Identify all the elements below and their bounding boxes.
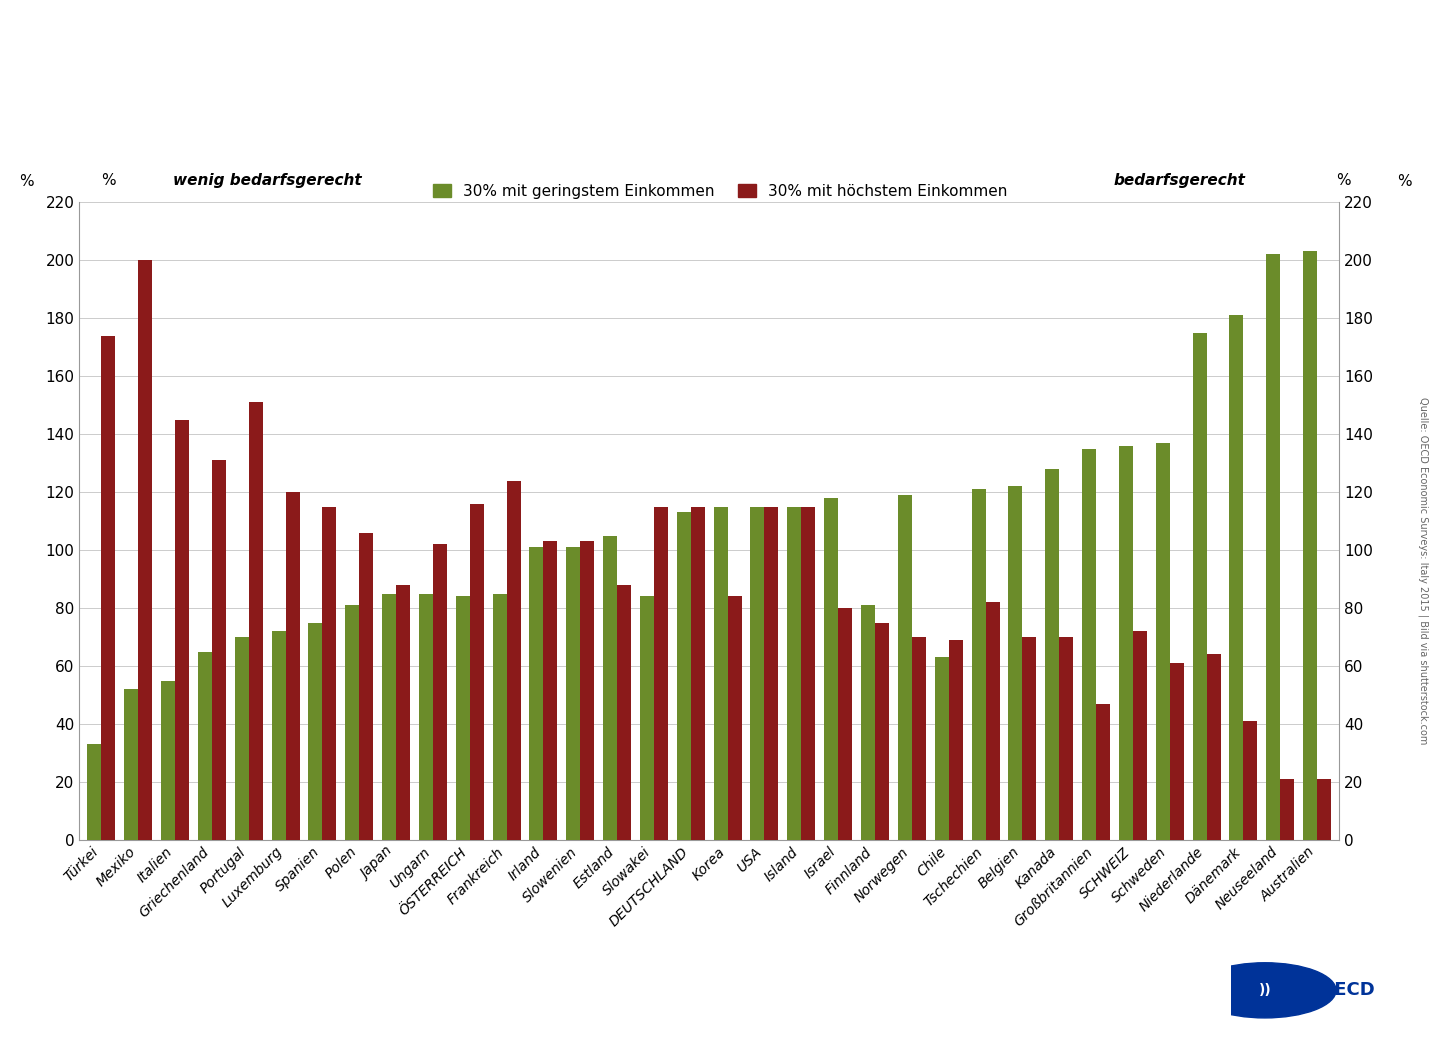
Bar xyxy=(727,596,742,840)
Bar xyxy=(1303,252,1318,840)
Bar xyxy=(912,637,926,840)
Bar xyxy=(272,632,285,840)
Text: wenig bedarfsgerecht: wenig bedarfsgerecht xyxy=(173,173,361,188)
Bar xyxy=(176,420,189,840)
Legend: 30% mit geringstem Einkommen, 30% mit höchstem Einkommen: 30% mit geringstem Einkommen, 30% mit hö… xyxy=(426,177,1014,205)
Bar xyxy=(507,480,521,840)
Bar xyxy=(639,596,654,840)
Bar xyxy=(654,507,668,840)
Bar xyxy=(455,596,469,840)
Bar xyxy=(691,507,704,840)
Bar xyxy=(801,507,815,840)
Bar xyxy=(346,606,359,840)
Bar xyxy=(469,504,484,840)
Bar xyxy=(359,533,373,840)
Bar xyxy=(876,622,888,840)
Bar xyxy=(1008,486,1022,840)
Bar xyxy=(714,507,727,840)
Text: Sozialleistungen: Sozialleistungen xyxy=(98,32,539,77)
Text: %: % xyxy=(19,174,33,190)
Bar xyxy=(861,606,876,840)
Bar xyxy=(419,593,433,840)
Bar xyxy=(603,535,618,840)
Bar xyxy=(1266,254,1280,840)
Bar xyxy=(323,507,337,840)
Bar xyxy=(433,544,446,840)
Bar xyxy=(396,585,410,840)
Bar xyxy=(1045,469,1060,840)
Text: )): )) xyxy=(1259,983,1272,998)
Bar xyxy=(618,585,631,840)
Bar xyxy=(1318,779,1331,840)
Bar xyxy=(677,512,691,840)
Bar xyxy=(1081,449,1096,840)
Bar xyxy=(235,637,249,840)
Circle shape xyxy=(1194,962,1336,1018)
Bar xyxy=(935,657,949,840)
Bar xyxy=(838,608,852,840)
Text: Anteil hoher und niedriger Einkommensgruppen an den durchschnittlichen monetären: Anteil hoher und niedriger Einkommensgru… xyxy=(98,124,1172,142)
Bar xyxy=(1096,704,1110,840)
Bar xyxy=(212,460,226,840)
Bar xyxy=(580,541,595,840)
Bar xyxy=(1280,779,1295,840)
Bar xyxy=(161,680,176,840)
Bar xyxy=(1022,637,1037,840)
Bar xyxy=(382,593,396,840)
Bar xyxy=(249,402,262,840)
Bar xyxy=(492,593,507,840)
Bar xyxy=(88,745,101,840)
Bar xyxy=(1230,315,1243,840)
Text: )): )) xyxy=(20,63,63,108)
Bar xyxy=(308,622,323,840)
Bar xyxy=(1207,654,1221,840)
Bar xyxy=(197,651,212,840)
Text: OECD: OECD xyxy=(1319,981,1375,1000)
Bar xyxy=(530,548,543,840)
Bar xyxy=(972,489,985,840)
Bar xyxy=(101,336,115,840)
Text: bedarfsgerecht: bedarfsgerecht xyxy=(1113,173,1246,188)
Text: %: % xyxy=(101,173,115,188)
Bar xyxy=(1060,637,1073,840)
Bar xyxy=(824,498,838,840)
Bar xyxy=(1243,721,1257,840)
Bar xyxy=(1192,333,1207,840)
Bar xyxy=(124,690,138,840)
Bar xyxy=(1156,443,1169,840)
Bar xyxy=(985,602,999,840)
Text: %: % xyxy=(1397,174,1413,190)
Bar xyxy=(765,507,779,840)
Bar xyxy=(1169,663,1184,840)
Bar xyxy=(1133,632,1146,840)
Text: %: % xyxy=(1336,173,1351,188)
Bar xyxy=(138,260,153,840)
Bar xyxy=(788,507,801,840)
Bar xyxy=(1119,446,1133,840)
Bar xyxy=(285,493,300,840)
Bar xyxy=(750,507,765,840)
Bar xyxy=(543,541,557,840)
Bar xyxy=(566,548,580,840)
Bar xyxy=(897,495,912,840)
Text: Quelle: OECD Economic Surveys: Italy 2015 | Bild via shutterstock.com: Quelle: OECD Economic Surveys: Italy 201… xyxy=(1418,397,1428,744)
Bar xyxy=(949,640,963,840)
